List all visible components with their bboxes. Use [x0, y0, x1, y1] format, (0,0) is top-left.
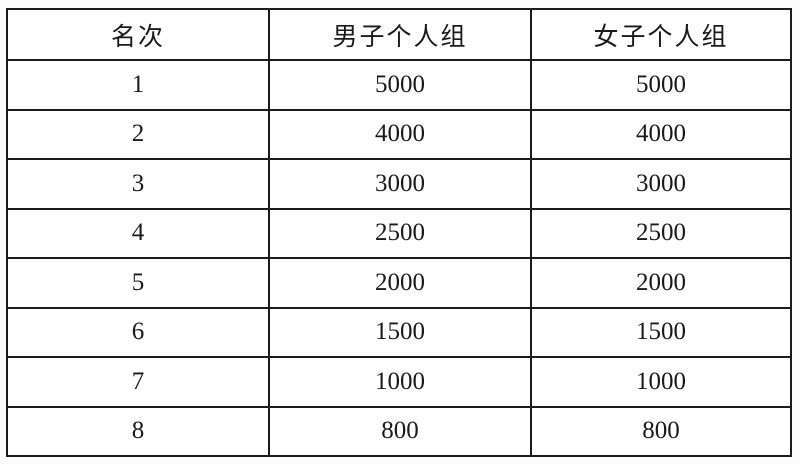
table-header: 名次 男子个人组 女子个人组: [6, 8, 792, 61]
column-header-womens-individual: 女子个人组: [530, 8, 792, 61]
column-header-mens-individual: 男子个人组: [268, 8, 532, 61]
table-row: 2 4000 4000: [6, 108, 792, 160]
cell-mens-prize: 4000: [268, 108, 532, 160]
cell-rank: 1: [6, 59, 270, 111]
table-row: 5 2000 2000: [6, 257, 792, 309]
cell-rank: 4: [6, 207, 270, 259]
cell-womens-prize: 2500: [530, 207, 792, 259]
cell-womens-prize: 2000: [530, 257, 792, 309]
cell-womens-prize: 800: [530, 405, 792, 457]
cell-womens-prize: 1000: [530, 356, 792, 408]
cell-mens-prize: 800: [268, 405, 532, 457]
cell-womens-prize: 5000: [530, 59, 792, 111]
cell-mens-prize: 2000: [268, 257, 532, 309]
cell-rank: 6: [6, 306, 270, 358]
table-row: 3 3000 3000: [6, 158, 792, 210]
cell-rank: 2: [6, 108, 270, 160]
cell-mens-prize: 1000: [268, 356, 532, 408]
prize-table-container: 名次 男子个人组 女子个人组 1 5000 5000 2 4000 4000 3…: [6, 8, 792, 457]
prize-money-table: 名次 男子个人组 女子个人组 1 5000 5000 2 4000 4000 3…: [6, 8, 792, 457]
table-row: 1 5000 5000: [6, 59, 792, 111]
cell-womens-prize: 4000: [530, 108, 792, 160]
table-row: 8 800 800: [6, 405, 792, 457]
cell-womens-prize: 3000: [530, 158, 792, 210]
cell-mens-prize: 3000: [268, 158, 532, 210]
table-body: 1 5000 5000 2 4000 4000 3 3000 3000 4 25…: [6, 59, 792, 457]
column-header-rank: 名次: [6, 8, 270, 61]
cell-rank: 3: [6, 158, 270, 210]
cell-mens-prize: 5000: [268, 59, 532, 111]
cell-rank: 8: [6, 405, 270, 457]
table-row: 6 1500 1500: [6, 306, 792, 358]
cell-womens-prize: 1500: [530, 306, 792, 358]
table-header-row: 名次 男子个人组 女子个人组: [6, 8, 792, 61]
cell-mens-prize: 1500: [268, 306, 532, 358]
cell-rank: 5: [6, 257, 270, 309]
cell-rank: 7: [6, 356, 270, 408]
table-row: 7 1000 1000: [6, 356, 792, 408]
table-row: 4 2500 2500: [6, 207, 792, 259]
cell-mens-prize: 2500: [268, 207, 532, 259]
